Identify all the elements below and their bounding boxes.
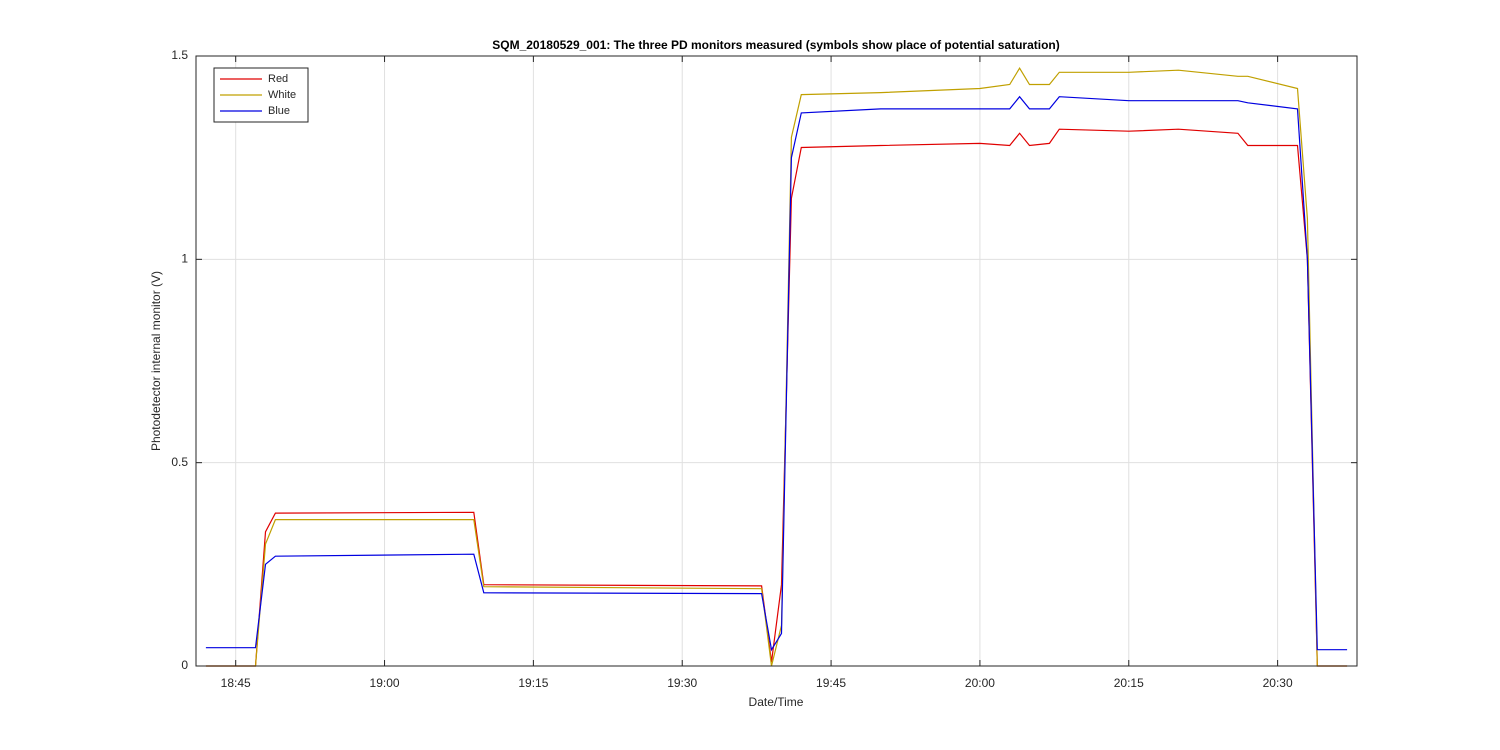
plot-area: [196, 56, 1357, 666]
x-tick-label: 19:00: [370, 676, 400, 690]
x-tick-label: 19:45: [816, 676, 846, 690]
series-line: [205, 67, 1348, 667]
grid: [196, 55, 1357, 667]
y-tick-label: 0.5: [171, 455, 188, 469]
y-axis-label: Photodetector internal monitor (V): [149, 271, 163, 451]
x-tick-label: 18:45: [221, 676, 251, 690]
x-tick-label: 20:30: [1263, 676, 1293, 690]
y-tick-label: 1: [181, 252, 188, 266]
legend-label: White: [268, 89, 296, 101]
y-tick-label: 0: [181, 658, 188, 672]
y-tick-label: 1.5: [171, 48, 188, 62]
lines: [205, 67, 1348, 667]
chart-title: SQM_20180529_001: The three PD monitors …: [492, 38, 1060, 52]
legend-label: Blue: [268, 105, 290, 117]
x-tick-label: 19:15: [518, 676, 548, 690]
legend-label: Red: [268, 73, 288, 85]
x-tick-label: 19:30: [667, 676, 697, 690]
x-tick-label: 20:15: [1114, 676, 1144, 690]
x-axis-label: Date/Time: [749, 695, 804, 709]
series-line: [205, 95, 1348, 652]
x-tick-label: 20:00: [965, 676, 995, 690]
series-line: [205, 128, 1348, 667]
axes-box: [195, 55, 1358, 667]
legend: Red White Blue: [213, 67, 309, 123]
